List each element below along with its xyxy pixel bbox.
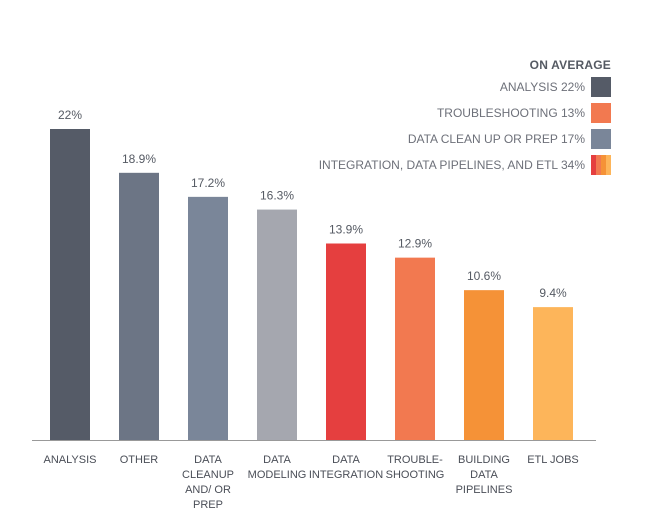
legend-title: ON AVERAGE <box>529 58 611 72</box>
category-label: DATA CLEANUP AND/ OR PREP <box>182 454 234 511</box>
category-label: TROUBLE-SHOOTING <box>386 454 445 481</box>
bar <box>395 257 435 440</box>
category-label: BUILDING DATA PIPELINES <box>456 454 513 496</box>
legend: ON AVERAGE ANALYSIS 22% TROUBLESHOOTING 1… <box>231 58 611 180</box>
category-label: DATA MODELING <box>248 454 307 481</box>
category-label: ANALYSIS <box>44 454 97 466</box>
legend-item-label: TROUBLESHOOTING 13% <box>436 105 585 120</box>
legend-item: ANALYSIS 22% <box>231 76 611 97</box>
bar <box>119 172 159 440</box>
legend-item-label: DATA CLEAN UP OR PREP 17% <box>407 131 585 146</box>
bar-value-label: 16.3% <box>260 189 294 203</box>
bar <box>188 196 228 440</box>
bar-value-label: 17.2% <box>191 176 225 190</box>
bar <box>326 243 366 440</box>
category-label: DATA INTEGRATION <box>309 454 383 481</box>
legend-item: INTEGRATION, DATA PIPELINES, AND ETL 34% <box>231 154 611 175</box>
legend-swatch <box>591 154 611 175</box>
bar-value-label: 9.4% <box>539 286 567 300</box>
bar-value-label: 22% <box>58 108 82 122</box>
bar-value-label: 18.9% <box>122 152 156 166</box>
bar <box>257 209 297 440</box>
legend-item: TROUBLESHOOTING 13% <box>231 102 611 123</box>
bar <box>50 129 90 440</box>
category-label: OTHER <box>120 454 159 466</box>
category-label: ETL JOBS <box>527 454 579 466</box>
legend-item-label: INTEGRATION, DATA PIPELINES, AND ETL 34% <box>318 157 585 172</box>
bar-value-label: 13.9% <box>329 223 363 237</box>
legend-item: DATA CLEAN UP OR PREP 17% <box>231 128 611 149</box>
bar <box>533 307 573 440</box>
legend-swatch <box>591 128 611 149</box>
bar-value-label: 12.9% <box>398 237 432 251</box>
legend-swatch <box>591 102 611 123</box>
bar-value-label: 10.6% <box>467 269 501 283</box>
bar <box>464 290 504 440</box>
legend-item-label: ANALYSIS 22% <box>499 79 585 94</box>
legend-swatch <box>591 76 611 97</box>
